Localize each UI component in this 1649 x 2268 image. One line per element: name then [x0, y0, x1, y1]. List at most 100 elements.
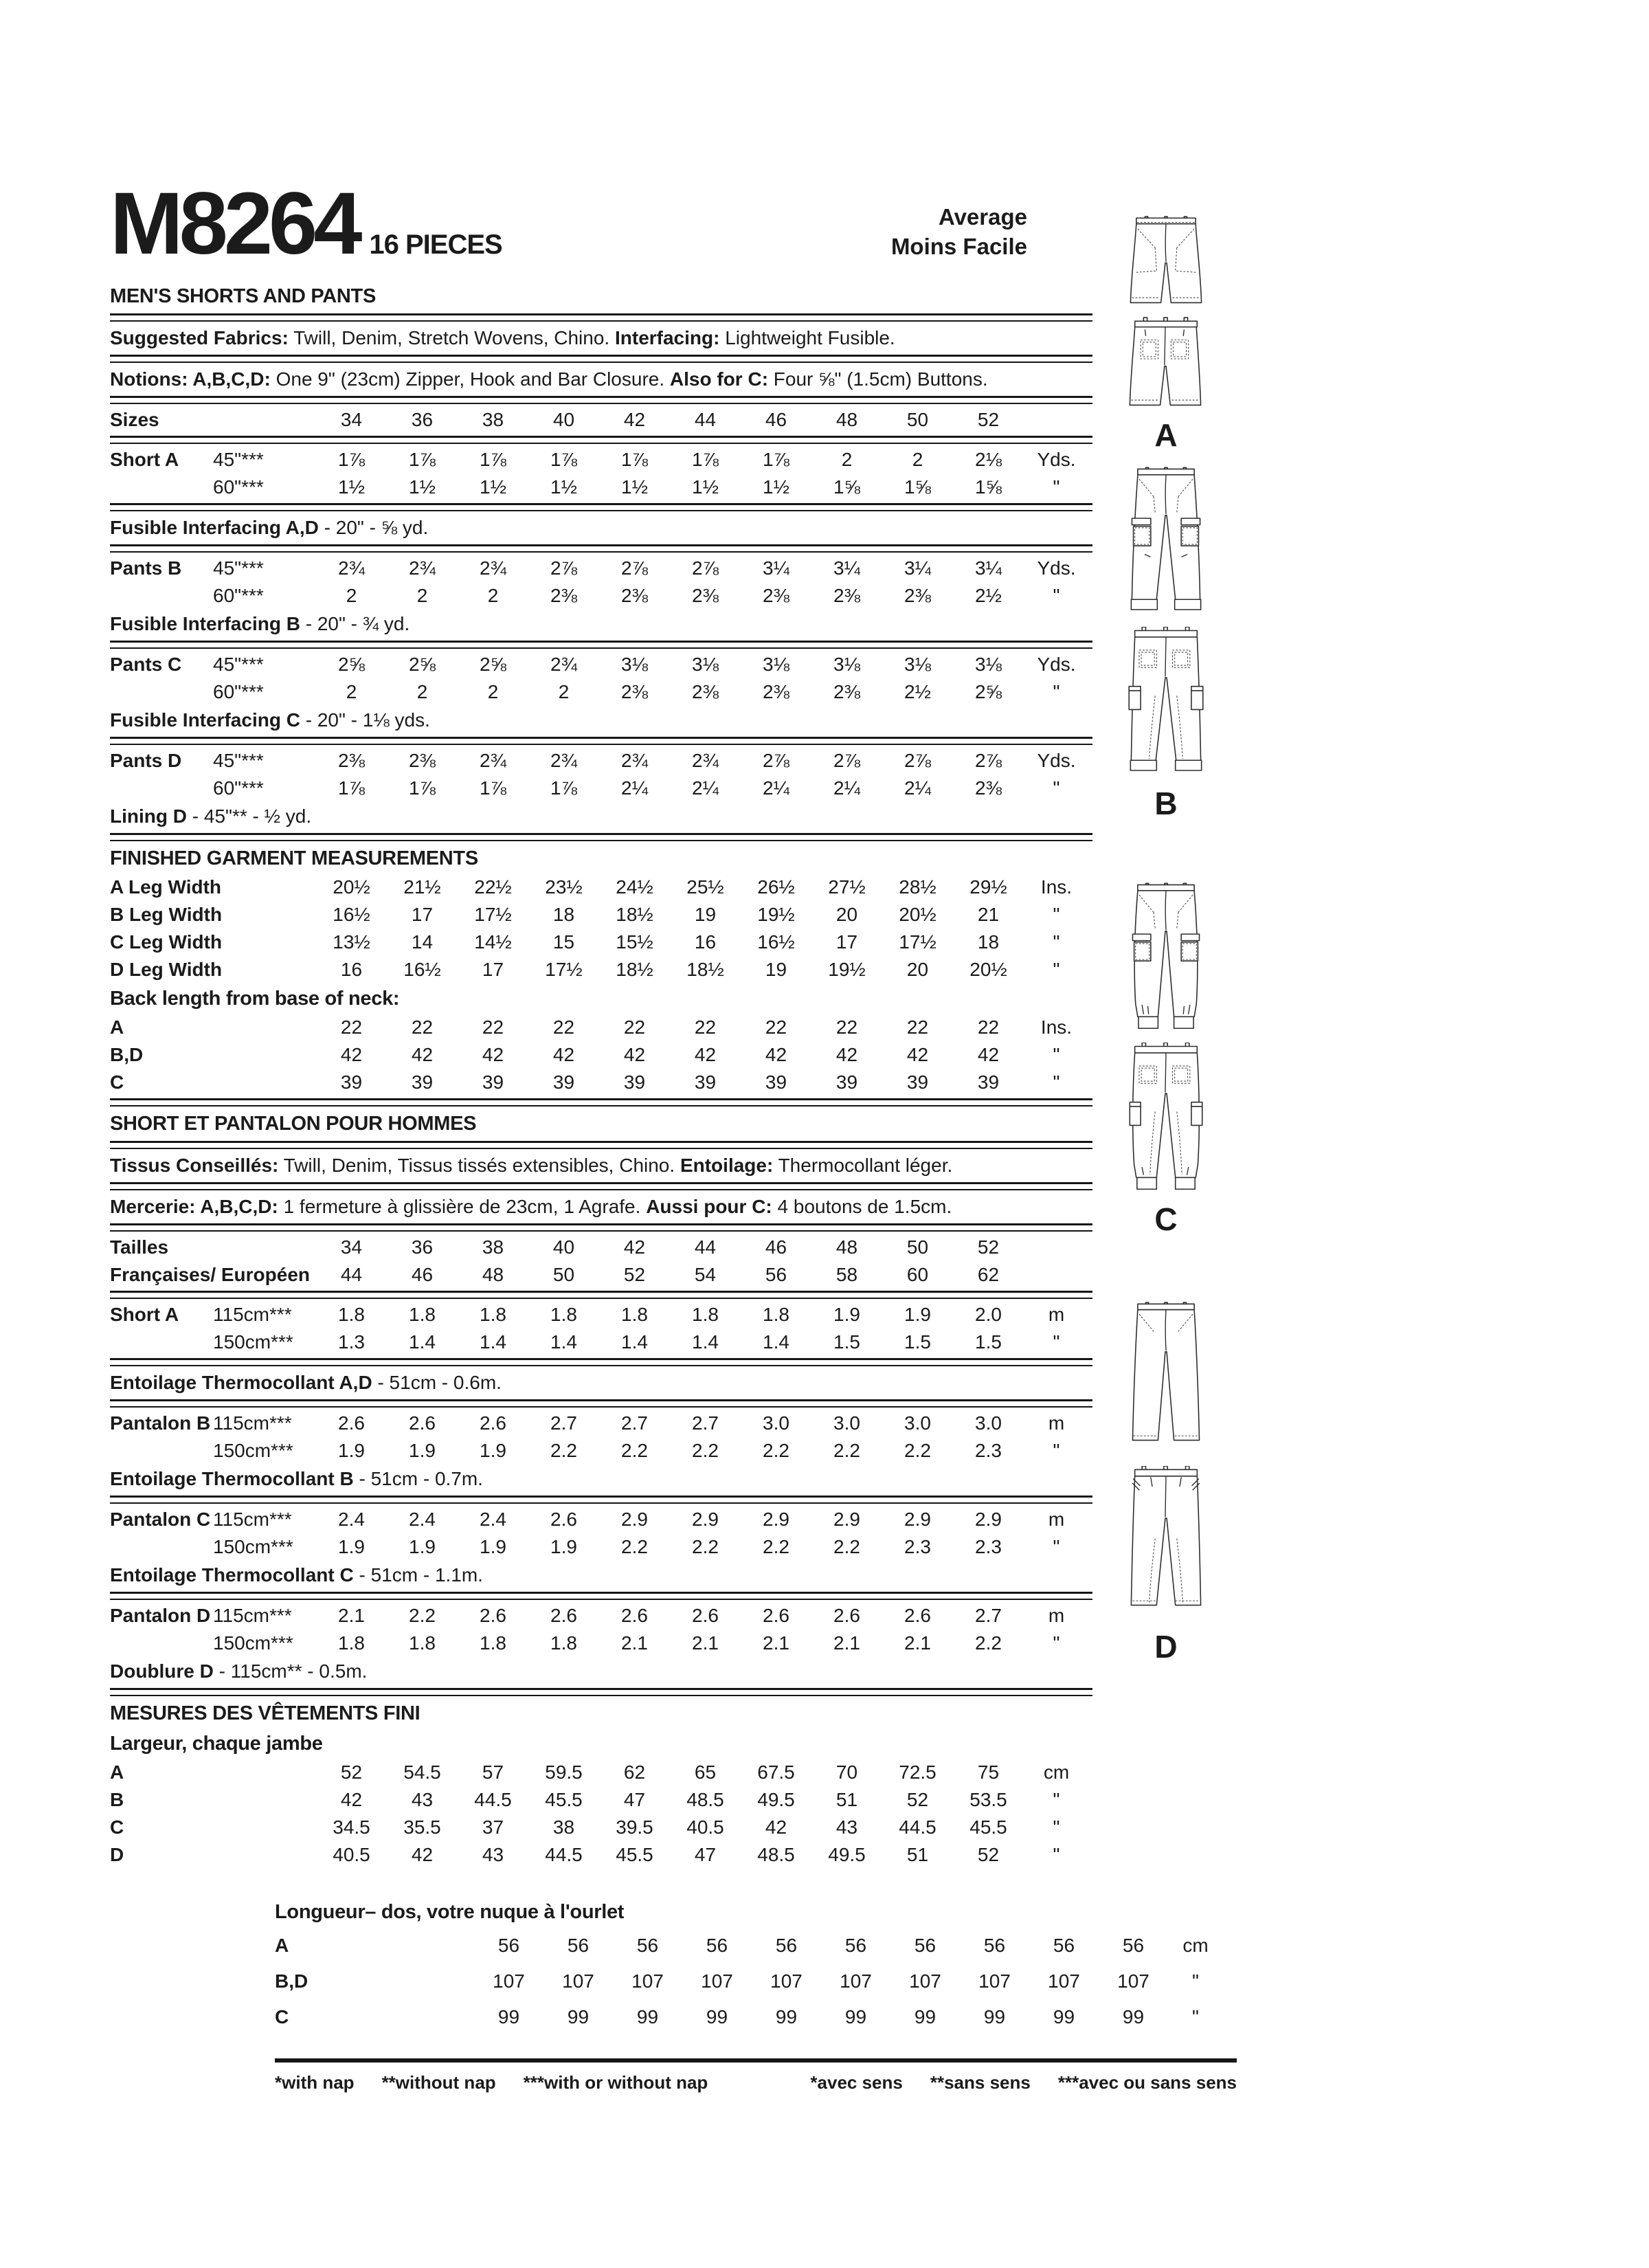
row-value: 1.4 — [621, 1331, 648, 1353]
row-value: 2.7 — [692, 1412, 719, 1434]
note-text: - 115cm** - 0.5m. — [213, 1660, 368, 1682]
row-value: 2 — [841, 448, 853, 470]
row-label: C — [110, 1071, 124, 1093]
row-value: 53.5 — [969, 1788, 1007, 1810]
row-unit: " — [1053, 1843, 1060, 1865]
row-value: 21 — [977, 903, 1000, 925]
row-value: 42 — [340, 1788, 363, 1810]
row-value: 47 — [623, 1788, 646, 1810]
row-value: 39 — [694, 1071, 717, 1093]
row-value: 2.2 — [692, 1439, 719, 1461]
row-value: 18½ — [616, 958, 653, 980]
section-heading: MESURES DES VÊTEMENTS FINI — [110, 1702, 420, 1724]
row-value: 1.8 — [409, 1632, 436, 1654]
row-label: Sizes — [110, 408, 159, 430]
row-label: D — [110, 1843, 124, 1865]
row-value: 45.5 — [545, 1788, 583, 1810]
row-value: 107 — [770, 1970, 803, 1992]
row-value: 1.8 — [692, 1303, 719, 1325]
row-unit: Yds. — [1037, 653, 1076, 675]
row-value: 52 — [977, 1236, 1000, 1258]
row-value: 42 — [765, 1816, 787, 1838]
row-value: 52 — [906, 1788, 929, 1810]
row-unit: " — [1053, 1788, 1060, 1810]
row-value: 48.5 — [686, 1788, 724, 1810]
row-value: 22 — [552, 1016, 575, 1038]
table-row: B,D 107 107 107 107 107 107 107 107 107 107 " — [275, 1964, 1199, 1999]
row-value: 2 — [416, 584, 428, 606]
row-value: 107 — [978, 1970, 1011, 1992]
row-value: 3¼ — [833, 557, 860, 579]
row-value: 36 — [411, 408, 434, 430]
row-value: 2¼ — [833, 777, 860, 799]
row-value: 2¾ — [692, 749, 719, 771]
note-label: Mercerie: A,B,C,D: — [110, 1195, 278, 1217]
note-row: Entoilage Thermocollant A,D - 51cm - 0.6… — [110, 1368, 1092, 1397]
row-value: 48 — [482, 1263, 504, 1285]
row-value: 2⅜ — [550, 584, 577, 606]
row-value: 2.1 — [621, 1632, 648, 1654]
row-value: 2½ — [975, 584, 1002, 606]
row-value: 59.5 — [545, 1761, 583, 1783]
row-value: 1.8 — [480, 1632, 506, 1654]
row-value: 1⅞ — [338, 448, 365, 470]
note-label: Fusible Interfacing A,D — [110, 516, 319, 538]
row-value: 2.1 — [692, 1632, 719, 1654]
row-fabric-width: 150cm*** — [213, 1632, 293, 1654]
row-label: D Leg Width — [110, 958, 223, 980]
row-label: Pants C — [110, 653, 182, 675]
row-value: 65 — [694, 1761, 717, 1783]
row-value: 39 — [906, 1071, 929, 1093]
note-text: Twill, Denim, Stretch Wovens, Chino. — [288, 326, 615, 348]
row-value: 107 — [493, 1970, 525, 1992]
piece-count: 16 PIECES — [369, 229, 502, 260]
row-value: 3⅛ — [904, 653, 931, 675]
table-row: 150cm*** 1.9 1.9 1.9 1.9 2.2 2.2 2.2 2.2 2.3 2.3 " — [110, 1533, 1092, 1561]
row-value: 99 — [914, 2005, 936, 2027]
row-value: 52 — [623, 1263, 646, 1285]
row-value: 3.0 — [763, 1412, 789, 1434]
footnote: **without nap — [381, 2071, 496, 2093]
row-value: 1.5 — [975, 1331, 1002, 1353]
row-value: 16½ — [757, 931, 795, 953]
row-value: 39 — [623, 1071, 646, 1093]
row-value: 1⅞ — [550, 777, 577, 799]
pattern-number: M8264 — [110, 175, 362, 273]
row-value: 56 — [1053, 1934, 1075, 1956]
note-text: - 20" - ¾ yd. — [300, 612, 410, 634]
row-unit: " — [1053, 1816, 1060, 1838]
row-value: 2.6 — [338, 1412, 365, 1434]
row-value: 2⅞ — [550, 557, 577, 579]
row-value: 1½ — [550, 476, 577, 498]
row-value: 40.5 — [333, 1843, 370, 1865]
row-value: 16½ — [403, 958, 441, 980]
row-unit: " — [1053, 1535, 1060, 1557]
row-value: 29½ — [969, 876, 1007, 898]
row-value: 99 — [983, 2005, 1006, 2027]
row-value: 2.4 — [480, 1508, 506, 1530]
row-value: 2.1 — [833, 1632, 860, 1654]
row-value: 2¼ — [621, 777, 648, 799]
row-value: 1.9 — [480, 1535, 506, 1557]
row-value: 39 — [835, 1071, 858, 1093]
row-value: 19½ — [828, 958, 866, 980]
note-row: Lining D - 45"** - ½ yd. — [110, 802, 1092, 831]
row-value: 1½ — [338, 476, 365, 498]
row-value: 34 — [340, 408, 363, 430]
note-label: Lining D — [110, 805, 187, 827]
table-row: B Leg Width 16½ 17 17½ 18 18½ 19 19½ 20 20½ 21 " — [110, 901, 1092, 929]
table-row: Pants B 45"*** 2¾ 2¾ 2¾ 2⅞ 2⅞ 2⅞ 3¼ 3¼ 3¼ 3¼ Yds. — [110, 555, 1092, 582]
row-value: 20½ — [899, 903, 936, 925]
row-label: A — [110, 1016, 124, 1038]
row-value: 19 — [694, 903, 717, 925]
row-value: 2.1 — [338, 1604, 365, 1626]
row-label: Pantalon B — [110, 1412, 211, 1434]
row-value: 1.5 — [833, 1331, 860, 1353]
row-value: 35.5 — [403, 1816, 441, 1838]
view-d-front-drawing — [1132, 1302, 1200, 1441]
row-value: 22 — [482, 1016, 504, 1038]
row-label: Pantalon C — [110, 1508, 211, 1530]
divider-rule — [110, 1290, 1092, 1299]
note-text: Four ⅝" (1.5cm) Buttons. — [768, 368, 988, 390]
table-row: Pantalon D 115cm*** 2.1 2.2 2.6 2.6 2.6 2.6 2.6 2… — [110, 1602, 1092, 1630]
